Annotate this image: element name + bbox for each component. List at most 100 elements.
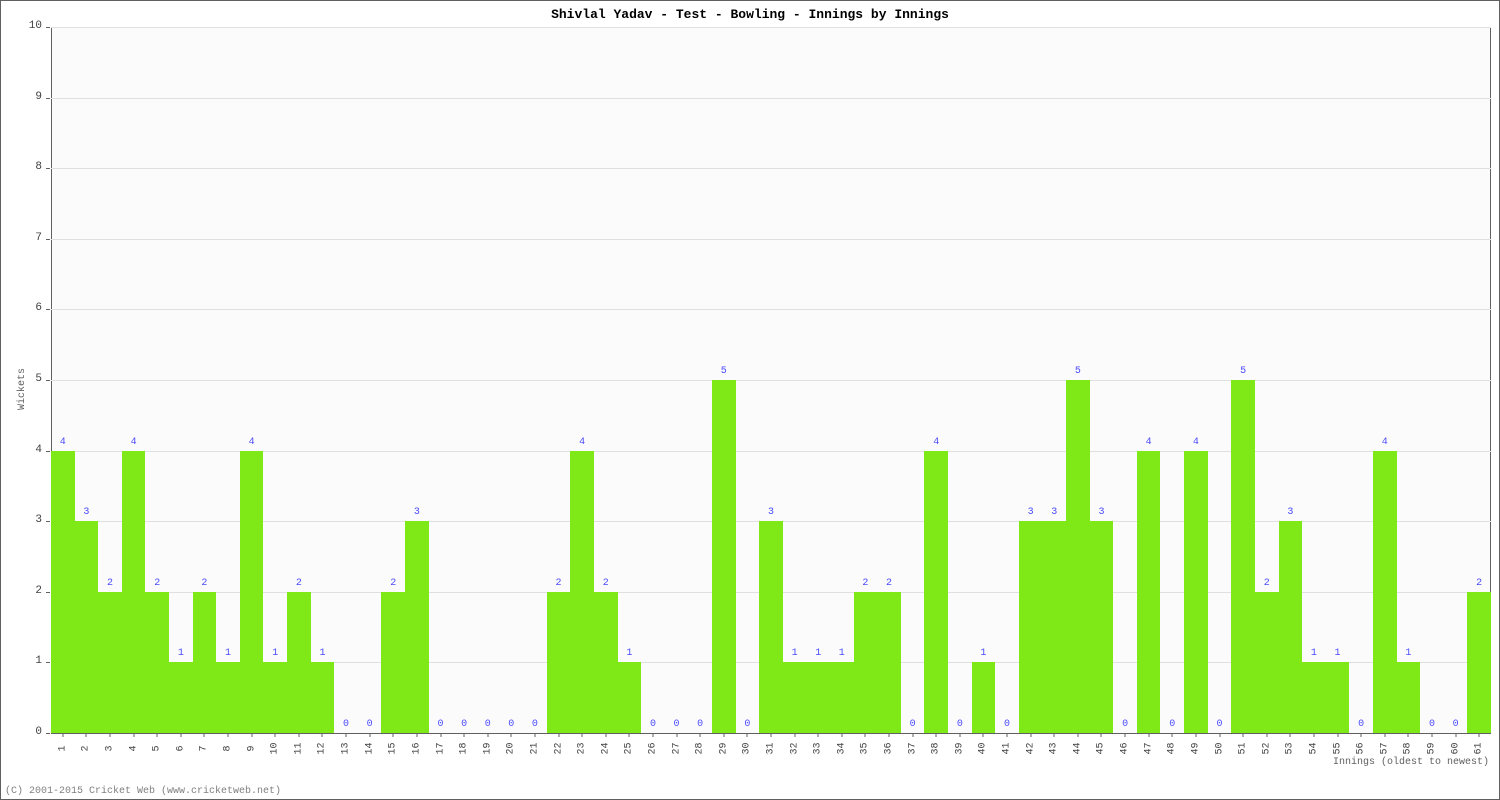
bar: 4 — [570, 451, 594, 733]
x-tick-mark — [1195, 733, 1196, 737]
bar-value-label: 3 — [1042, 507, 1066, 518]
x-tick-label: 42 — [1025, 742, 1036, 754]
x-tick-label: 25 — [624, 742, 635, 754]
bar: 3 — [1019, 521, 1043, 733]
x-tick-label: 23 — [577, 742, 588, 754]
y-axis-label: Wickets — [17, 368, 28, 410]
bar-value-label: 0 — [641, 719, 665, 730]
copyright-text: (C) 2001-2015 Cricket Web (www.cricketwe… — [5, 786, 281, 797]
gridline — [51, 451, 1491, 452]
y-tick-mark — [46, 309, 50, 310]
x-tick-label: 46 — [1120, 742, 1131, 754]
x-tick-label: 11 — [293, 742, 304, 754]
bar-value-label: 0 — [358, 719, 382, 730]
x-tick-mark — [1408, 733, 1409, 737]
x-tick-mark — [936, 733, 937, 737]
gridline — [51, 239, 1491, 240]
bar-value-label: 2 — [877, 578, 901, 589]
x-tick-label: 59 — [1426, 742, 1437, 754]
x-tick-mark — [228, 733, 229, 737]
bar: 5 — [1066, 380, 1090, 733]
x-tick-mark — [464, 733, 465, 737]
y-tick-label: 5 — [35, 373, 42, 385]
bar-value-label: 1 — [783, 648, 807, 659]
x-tick-mark — [841, 733, 842, 737]
bar: 1 — [311, 662, 335, 733]
x-tick-label: 48 — [1167, 742, 1178, 754]
bar-value-label: 2 — [854, 578, 878, 589]
gridline — [51, 380, 1491, 381]
bar-value-label: 2 — [1255, 578, 1279, 589]
bar-value-label: 1 — [1302, 648, 1326, 659]
x-tick-mark — [1337, 733, 1338, 737]
bar: 2 — [547, 592, 571, 733]
bar-value-label: 0 — [995, 719, 1019, 730]
bar-value-label: 0 — [1113, 719, 1137, 730]
x-tick-label: 17 — [435, 742, 446, 754]
y-tick-label: 8 — [35, 161, 42, 173]
x-tick-mark — [393, 733, 394, 737]
bar: 5 — [1231, 380, 1255, 733]
y-tick-label: 0 — [35, 726, 42, 738]
bar: 1 — [830, 662, 854, 733]
y-tick-label: 6 — [35, 302, 42, 314]
bar-value-label: 2 — [547, 578, 571, 589]
gridline — [51, 98, 1491, 99]
bar-value-label: 1 — [830, 648, 854, 659]
x-tick-mark — [110, 733, 111, 737]
x-tick-mark — [794, 733, 795, 737]
x-tick-label: 1 — [57, 745, 68, 751]
x-tick-label: 58 — [1403, 742, 1414, 754]
y-tick-label: 2 — [35, 585, 42, 597]
y-tick-mark — [46, 98, 50, 99]
x-tick-label: 10 — [270, 742, 281, 754]
bar-value-label: 0 — [523, 719, 547, 730]
x-tick-mark — [700, 733, 701, 737]
bar-value-label: 4 — [924, 437, 948, 448]
bar-value-label: 1 — [806, 648, 830, 659]
x-tick-label: 41 — [1002, 742, 1013, 754]
x-tick-mark — [133, 733, 134, 737]
bar-value-label: 1 — [216, 648, 240, 659]
x-tick-mark — [86, 733, 87, 737]
x-tick-mark — [275, 733, 276, 737]
x-tick-label: 49 — [1190, 742, 1201, 754]
x-tick-mark — [1030, 733, 1031, 737]
x-axis-label: Innings (oldest to newest) — [1333, 757, 1489, 768]
x-tick-mark — [723, 733, 724, 737]
x-tick-label: 31 — [766, 742, 777, 754]
y-tick-mark — [46, 592, 50, 593]
bar-value-label: 1 — [972, 648, 996, 659]
x-tick-mark — [62, 733, 63, 737]
x-tick-label: 28 — [695, 742, 706, 754]
x-tick-mark — [1431, 733, 1432, 737]
bar-value-label: 0 — [901, 719, 925, 730]
x-tick-label: 52 — [1261, 742, 1272, 754]
bar-value-label: 0 — [500, 719, 524, 730]
bar: 4 — [122, 451, 146, 733]
x-tick-label: 32 — [789, 742, 800, 754]
x-tick-label: 60 — [1450, 742, 1461, 754]
bar-value-label: 1 — [169, 648, 193, 659]
x-tick-mark — [251, 733, 252, 737]
x-tick-label: 16 — [411, 742, 422, 754]
y-tick-label: 9 — [35, 91, 42, 103]
x-tick-label: 34 — [836, 742, 847, 754]
bar: 1 — [1326, 662, 1350, 733]
y-tick-label: 4 — [35, 444, 42, 456]
x-tick-mark — [1172, 733, 1173, 737]
bar-value-label: 2 — [594, 578, 618, 589]
bar-value-label: 0 — [736, 719, 760, 730]
bar: 4 — [1184, 451, 1208, 733]
bar: 1 — [216, 662, 240, 733]
x-tick-mark — [889, 733, 890, 737]
x-tick-mark — [629, 733, 630, 737]
bar-value-label: 3 — [405, 507, 429, 518]
y-tick-mark — [46, 662, 50, 663]
chart-container: Shivlal Yadav - Test - Bowling - Innings… — [0, 0, 1500, 800]
x-tick-mark — [959, 733, 960, 737]
bar-value-label: 0 — [1420, 719, 1444, 730]
x-tick-label: 12 — [317, 742, 328, 754]
x-tick-label: 47 — [1143, 742, 1154, 754]
x-tick-mark — [511, 733, 512, 737]
